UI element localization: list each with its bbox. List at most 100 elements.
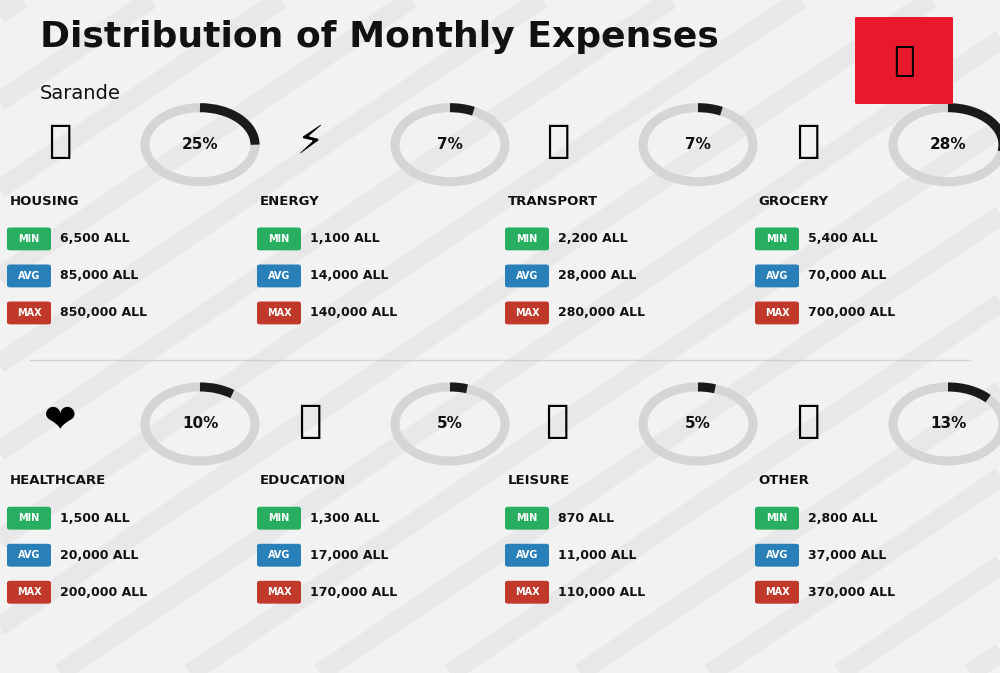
Text: MIN: MIN xyxy=(268,234,290,244)
Text: 5,400 ALL: 5,400 ALL xyxy=(808,232,878,246)
Text: 2,200 ALL: 2,200 ALL xyxy=(558,232,628,246)
Text: 🎓: 🎓 xyxy=(298,402,322,439)
FancyBboxPatch shape xyxy=(755,302,799,324)
Text: ENERGY: ENERGY xyxy=(260,195,320,208)
Text: AVG: AVG xyxy=(766,271,788,281)
Text: 17,000 ALL: 17,000 ALL xyxy=(310,548,388,562)
Text: 🚌: 🚌 xyxy=(546,122,570,160)
FancyBboxPatch shape xyxy=(755,507,799,530)
Text: 25%: 25% xyxy=(182,137,218,152)
FancyBboxPatch shape xyxy=(505,227,549,250)
Text: AVG: AVG xyxy=(516,551,538,560)
Text: 28%: 28% xyxy=(930,137,966,152)
FancyBboxPatch shape xyxy=(855,17,953,104)
FancyBboxPatch shape xyxy=(257,227,301,250)
FancyBboxPatch shape xyxy=(505,544,549,567)
Text: AVG: AVG xyxy=(516,271,538,281)
Text: 110,000 ALL: 110,000 ALL xyxy=(558,586,645,599)
FancyBboxPatch shape xyxy=(7,544,51,567)
FancyBboxPatch shape xyxy=(257,507,301,530)
Text: 20,000 ALL: 20,000 ALL xyxy=(60,548,138,562)
Text: 14,000 ALL: 14,000 ALL xyxy=(310,269,388,283)
Text: AVG: AVG xyxy=(268,271,290,281)
FancyBboxPatch shape xyxy=(755,227,799,250)
FancyBboxPatch shape xyxy=(7,227,51,250)
FancyBboxPatch shape xyxy=(755,544,799,567)
Text: MAX: MAX xyxy=(515,588,539,597)
Text: AVG: AVG xyxy=(766,551,788,560)
Text: 1,500 ALL: 1,500 ALL xyxy=(60,511,130,525)
Text: Sarande: Sarande xyxy=(40,84,121,103)
Text: 5%: 5% xyxy=(685,417,711,431)
Text: MIN: MIN xyxy=(766,234,788,244)
Text: EDUCATION: EDUCATION xyxy=(260,474,346,487)
Text: 5%: 5% xyxy=(437,417,463,431)
FancyBboxPatch shape xyxy=(7,264,51,287)
Text: 28,000 ALL: 28,000 ALL xyxy=(558,269,636,283)
Text: 200,000 ALL: 200,000 ALL xyxy=(60,586,147,599)
Text: ⚡: ⚡ xyxy=(296,122,324,160)
Text: MAX: MAX xyxy=(17,308,41,318)
Text: MIN: MIN xyxy=(18,234,40,244)
Text: 2,800 ALL: 2,800 ALL xyxy=(808,511,878,525)
Text: 70,000 ALL: 70,000 ALL xyxy=(808,269,887,283)
Text: 7%: 7% xyxy=(437,137,463,152)
Text: MIN: MIN xyxy=(268,513,290,523)
Text: 6,500 ALL: 6,500 ALL xyxy=(60,232,130,246)
Text: Distribution of Monthly Expenses: Distribution of Monthly Expenses xyxy=(40,20,719,55)
Text: HOUSING: HOUSING xyxy=(10,195,80,208)
FancyBboxPatch shape xyxy=(257,544,301,567)
Text: MAX: MAX xyxy=(267,588,291,597)
Text: MIN: MIN xyxy=(766,513,788,523)
Text: AVG: AVG xyxy=(268,551,290,560)
FancyBboxPatch shape xyxy=(505,264,549,287)
Text: MAX: MAX xyxy=(515,308,539,318)
Text: 370,000 ALL: 370,000 ALL xyxy=(808,586,895,599)
Text: 140,000 ALL: 140,000 ALL xyxy=(310,306,397,320)
Text: 11,000 ALL: 11,000 ALL xyxy=(558,548,637,562)
Text: AVG: AVG xyxy=(18,271,40,281)
Text: TRANSPORT: TRANSPORT xyxy=(508,195,598,208)
Text: MAX: MAX xyxy=(765,588,789,597)
FancyBboxPatch shape xyxy=(755,581,799,604)
Text: 1,300 ALL: 1,300 ALL xyxy=(310,511,380,525)
FancyBboxPatch shape xyxy=(505,507,549,530)
Text: MIN: MIN xyxy=(18,513,40,523)
Text: 🛍️: 🛍️ xyxy=(546,402,570,439)
Text: 37,000 ALL: 37,000 ALL xyxy=(808,548,886,562)
FancyBboxPatch shape xyxy=(257,302,301,324)
FancyBboxPatch shape xyxy=(505,302,549,324)
Text: 850,000 ALL: 850,000 ALL xyxy=(60,306,147,320)
Text: MIN: MIN xyxy=(516,234,538,244)
Text: 280,000 ALL: 280,000 ALL xyxy=(558,306,645,320)
Text: LEISURE: LEISURE xyxy=(508,474,570,487)
Text: 85,000 ALL: 85,000 ALL xyxy=(60,269,138,283)
Text: 870 ALL: 870 ALL xyxy=(558,511,614,525)
Text: MAX: MAX xyxy=(765,308,789,318)
FancyBboxPatch shape xyxy=(7,581,51,604)
Text: 7%: 7% xyxy=(685,137,711,152)
FancyBboxPatch shape xyxy=(7,302,51,324)
FancyBboxPatch shape xyxy=(7,507,51,530)
Text: GROCERY: GROCERY xyxy=(758,195,828,208)
Text: 170,000 ALL: 170,000 ALL xyxy=(310,586,397,599)
Text: 💰: 💰 xyxy=(796,402,820,439)
FancyBboxPatch shape xyxy=(257,581,301,604)
Text: MAX: MAX xyxy=(267,308,291,318)
Text: OTHER: OTHER xyxy=(758,474,809,487)
Text: 700,000 ALL: 700,000 ALL xyxy=(808,306,895,320)
Text: 1,100 ALL: 1,100 ALL xyxy=(310,232,380,246)
FancyBboxPatch shape xyxy=(755,264,799,287)
Text: 10%: 10% xyxy=(182,417,218,431)
Text: MAX: MAX xyxy=(17,588,41,597)
Text: 🦅: 🦅 xyxy=(893,44,915,77)
Text: 🛒: 🛒 xyxy=(796,122,820,160)
Text: AVG: AVG xyxy=(18,551,40,560)
Text: 13%: 13% xyxy=(930,417,966,431)
FancyBboxPatch shape xyxy=(505,581,549,604)
Text: 🏢: 🏢 xyxy=(48,122,72,160)
FancyBboxPatch shape xyxy=(257,264,301,287)
Text: ❤️: ❤️ xyxy=(44,402,76,439)
Text: MIN: MIN xyxy=(516,513,538,523)
Text: HEALTHCARE: HEALTHCARE xyxy=(10,474,106,487)
